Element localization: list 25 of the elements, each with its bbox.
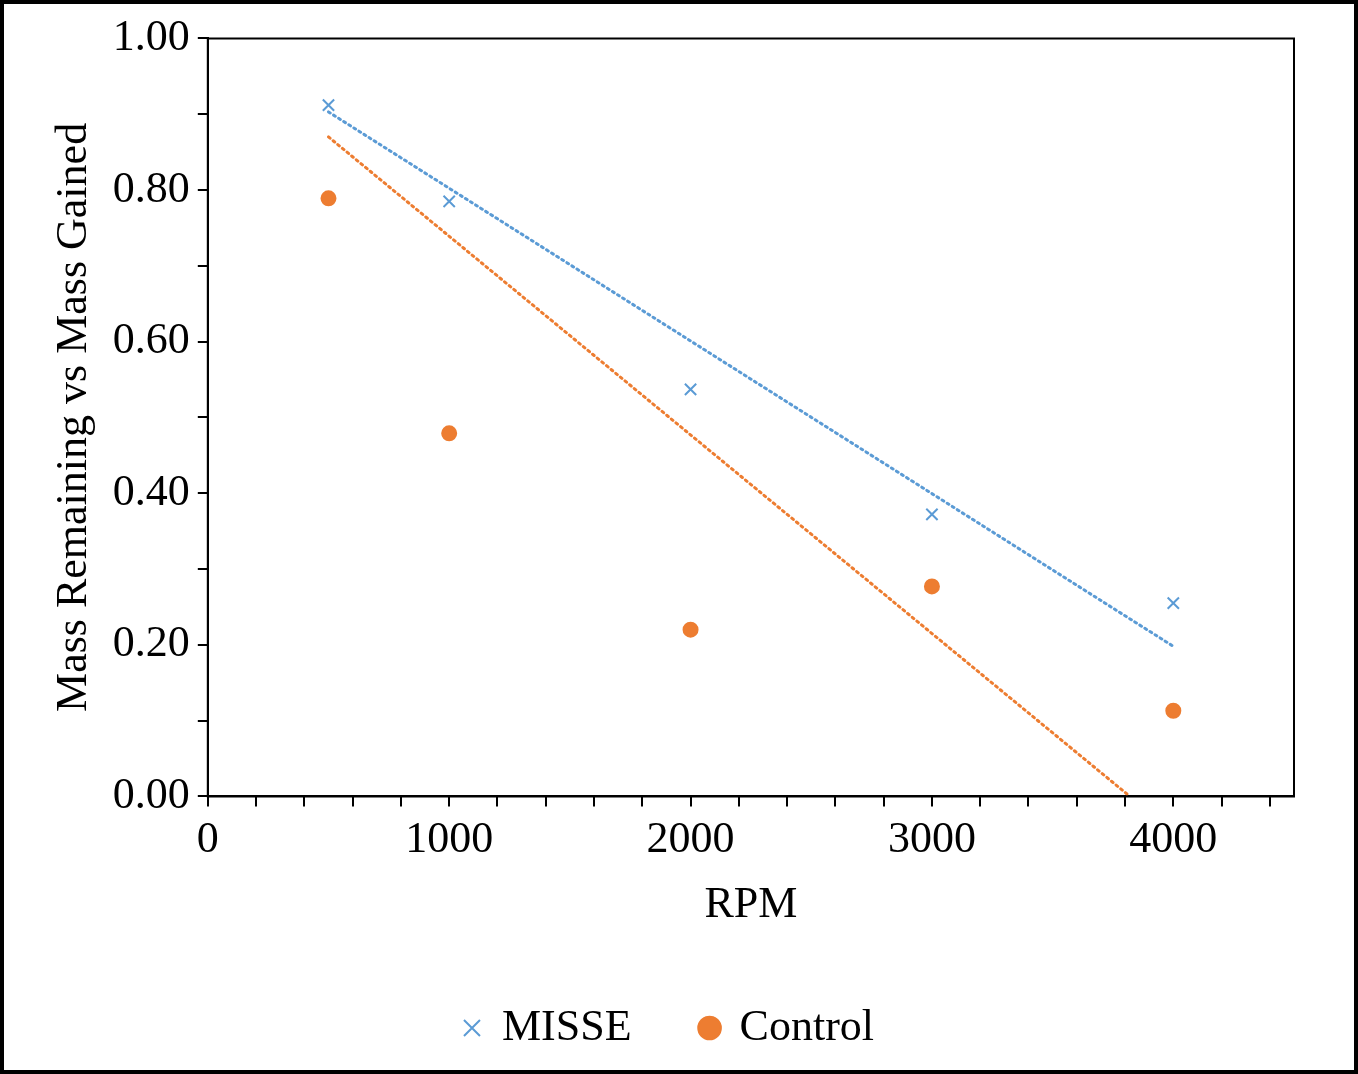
legend-label: Control xyxy=(739,1000,875,1050)
x-tick-label: 1000 xyxy=(405,813,494,863)
x-tick-label: 2000 xyxy=(646,813,735,863)
y-tick-label: 1.00 xyxy=(112,10,190,60)
point xyxy=(682,621,699,638)
point xyxy=(925,507,939,522)
point xyxy=(1166,596,1180,610)
legend-label: MISSE xyxy=(501,1000,632,1050)
y-axis-title: Mass Remaining vs Mass Gained xyxy=(46,122,96,712)
x-tick-label: 0 xyxy=(196,813,219,863)
point xyxy=(441,425,458,442)
point xyxy=(321,98,336,112)
y-tick-label: 0.60 xyxy=(112,314,190,364)
x-tick-label: 3000 xyxy=(887,813,976,863)
x-tick-label: 4000 xyxy=(1129,813,1218,863)
x-axis-title: RPM xyxy=(704,878,798,928)
point xyxy=(442,194,456,209)
point xyxy=(923,578,940,595)
y-tick-label: 0.00 xyxy=(112,768,190,818)
y-tick-label: 0.40 xyxy=(112,465,190,515)
point xyxy=(683,382,698,397)
y-tick-label: 0.80 xyxy=(112,162,190,212)
point xyxy=(320,190,337,207)
point xyxy=(1165,702,1182,719)
y-tick-label: 0.20 xyxy=(112,617,190,667)
